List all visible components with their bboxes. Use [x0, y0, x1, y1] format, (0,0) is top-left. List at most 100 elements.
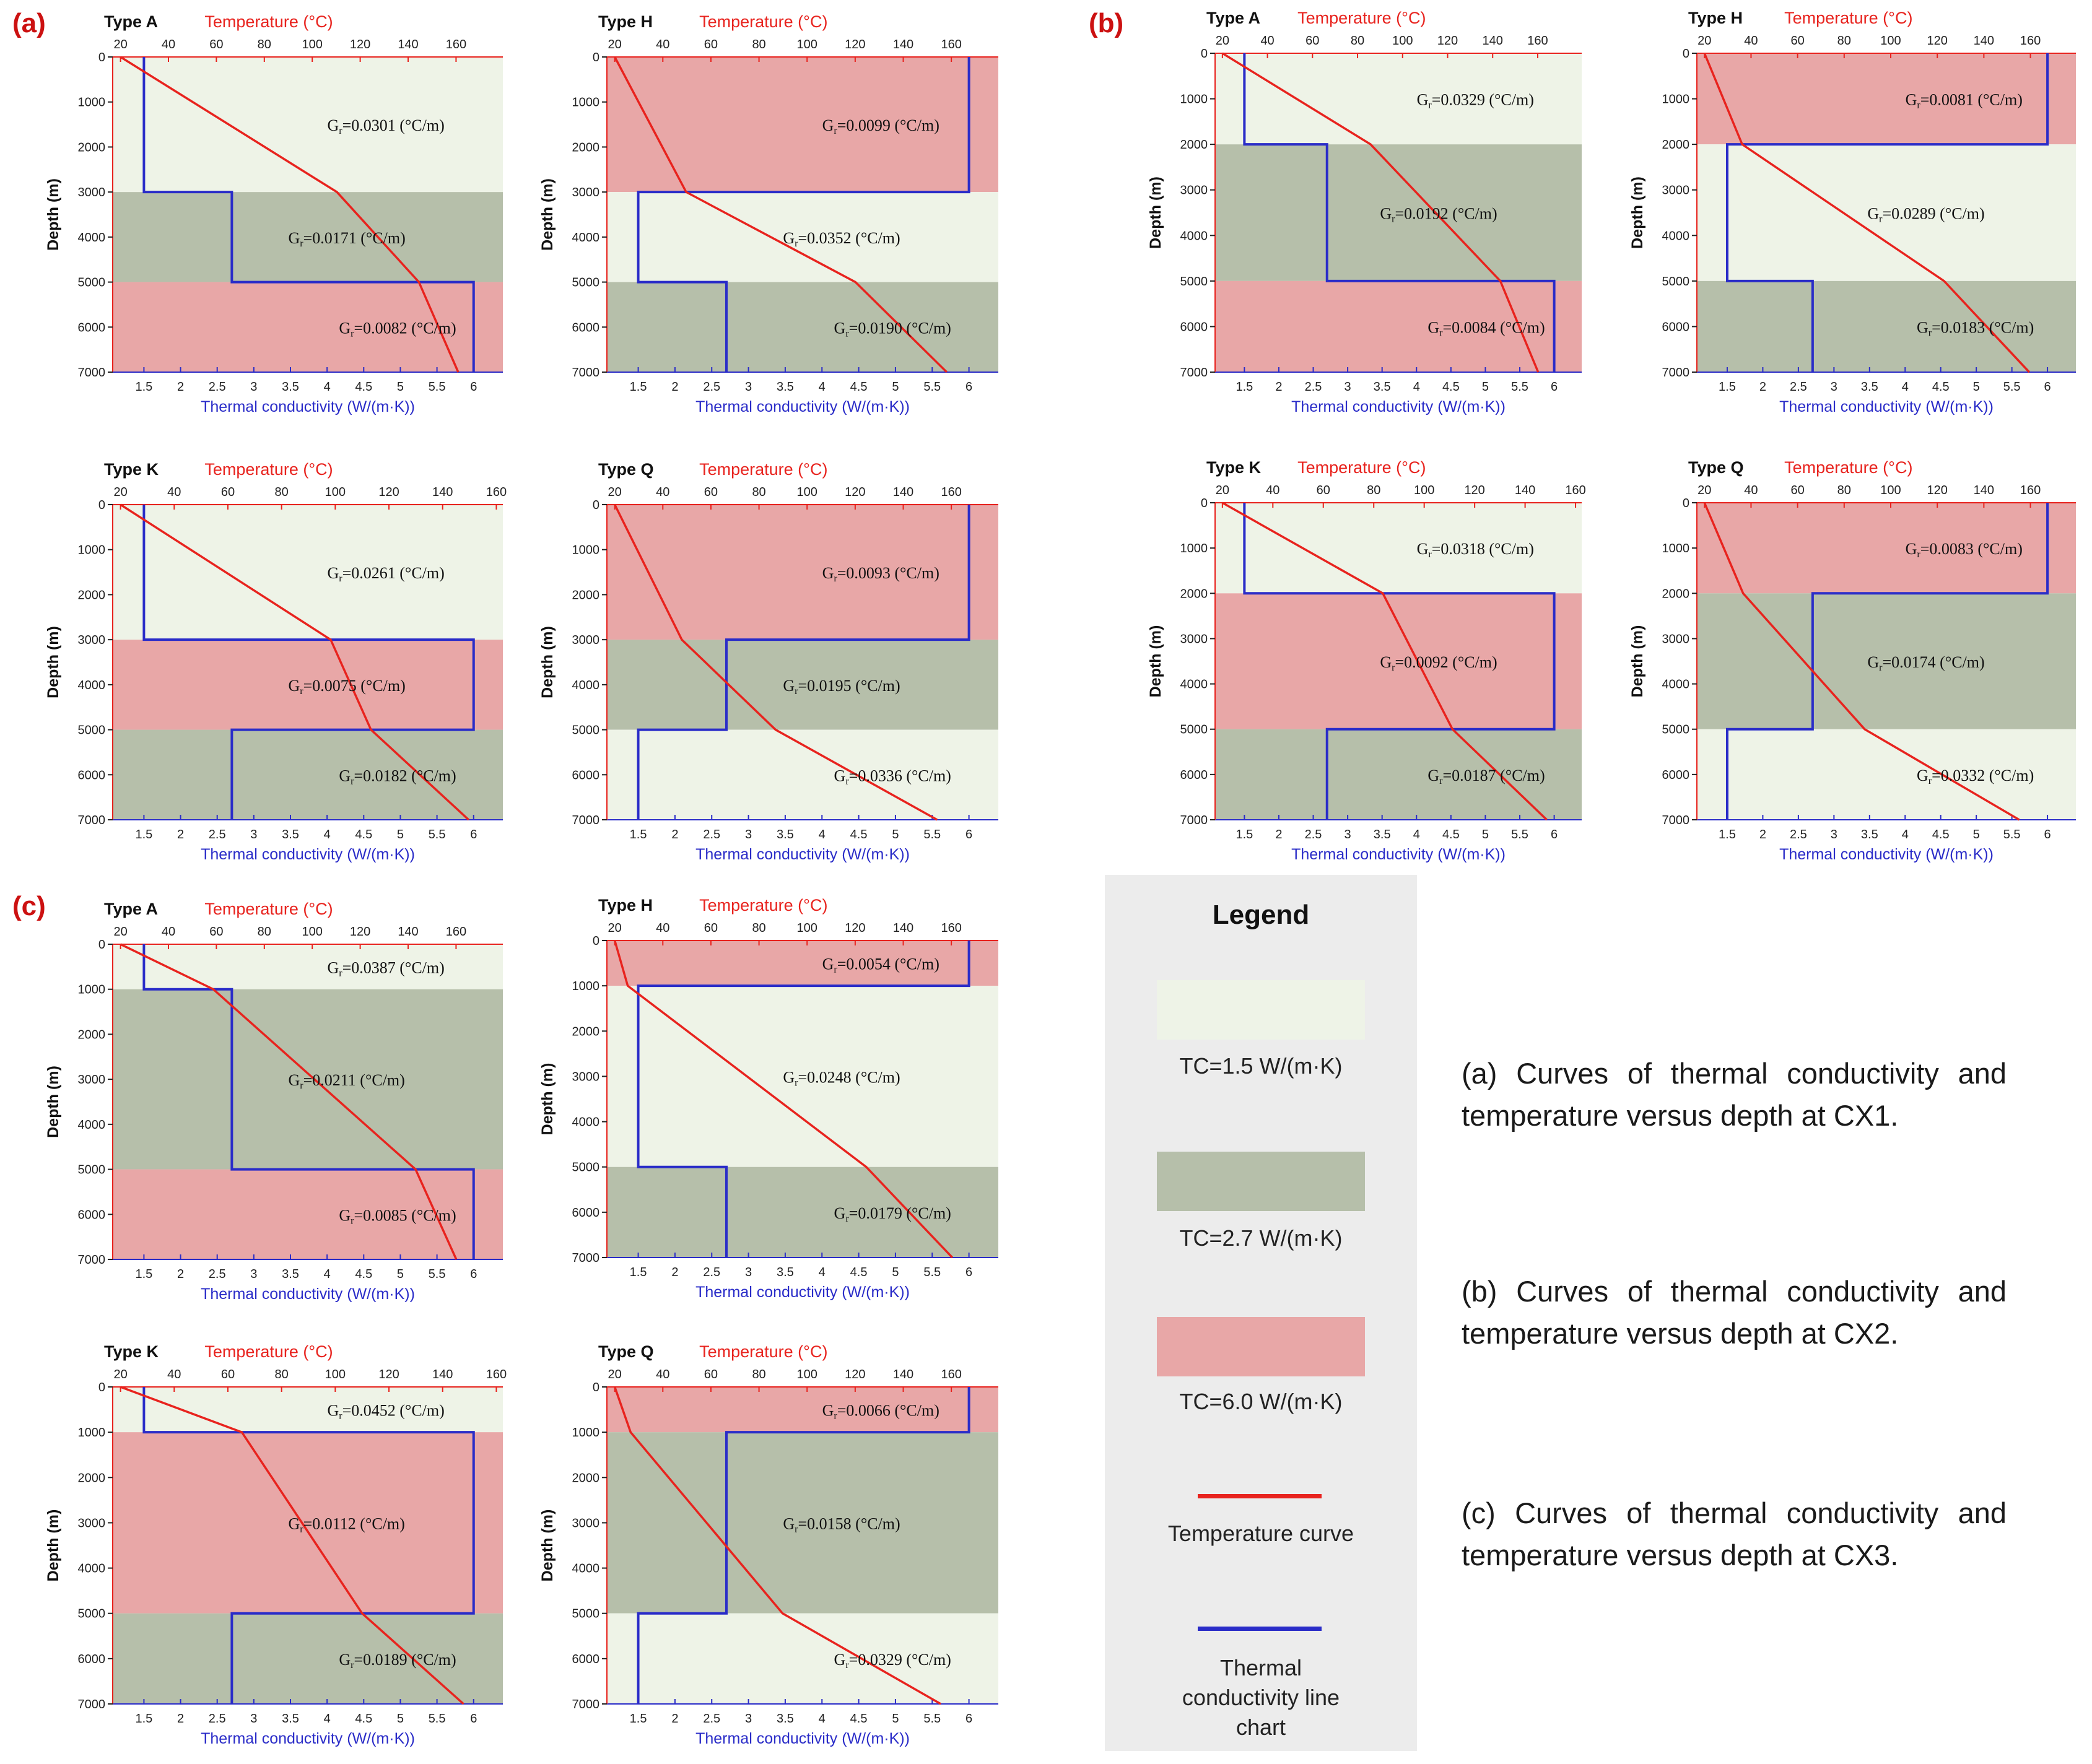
temp-tick-label: 20: [1216, 34, 1229, 48]
tc-tick-label: 5.5: [429, 1712, 446, 1726]
temp-tick-label: 160: [486, 1368, 507, 1381]
temp-tick-label: 40: [162, 925, 175, 939]
gradient-label: Gr=0.0066 (°C/m): [822, 1402, 939, 1422]
temp-tick-label: 20: [113, 1368, 127, 1381]
depth-axis-title: Depth (m): [45, 1510, 62, 1582]
chart-type-title: Type H: [1688, 9, 1743, 27]
tc-tick-label: 2.5: [209, 1712, 226, 1726]
legend-label-tc15: TC=1.5 W/(m·K): [1179, 1053, 1343, 1079]
tc-tick-label: 4.5: [1442, 828, 1460, 841]
chart-type-title: Type K: [1206, 458, 1262, 477]
temperature-curve: [120, 56, 460, 373]
temp-tick-label: 40: [167, 1368, 181, 1381]
tc-tick-label: 6: [2044, 828, 2051, 841]
temp-tick-label: 120: [845, 38, 865, 51]
depth-tick-label: 2000: [1662, 138, 1690, 152]
temp-tick-label: 80: [1837, 34, 1851, 48]
legend-swatch-tc27: [1157, 1152, 1365, 1211]
depth-tick-label: 3000: [78, 633, 106, 647]
gradient-label: Gr=0.0387 (°C/m): [328, 958, 445, 978]
tc-tick-label: 6: [965, 380, 972, 394]
temp-tick-label: 60: [704, 1368, 718, 1381]
tc-tick-label: 4: [324, 828, 331, 841]
tc-tick-label: 3: [250, 380, 257, 394]
layer-band: [113, 1432, 503, 1614]
gradient-label: Gr=0.0329 (°C/m): [834, 1651, 951, 1671]
tc-tick-label: 6: [470, 828, 477, 841]
tc-tick-label: 4: [819, 1712, 826, 1726]
conductivity-axis-title: Thermal conductivity (W/(m·K)): [1291, 398, 1506, 415]
temp-tick-label: 160: [446, 38, 466, 51]
depth-tick-label: 1000: [78, 1426, 106, 1440]
legend-temperature-line: [1198, 1494, 1322, 1498]
tc-tick-label: 2: [177, 380, 184, 394]
depth-tick-label: 3000: [572, 1516, 600, 1530]
temp-tick-label: 40: [162, 38, 175, 51]
layer-band: [1697, 53, 2076, 145]
tc-tick-label: 2.5: [209, 380, 226, 394]
temp-tick-label: 40: [1744, 34, 1758, 48]
tc-tick-label: 3: [250, 828, 257, 841]
depth-axis-title: Depth (m): [45, 178, 62, 251]
tc-tick-label: 3: [250, 1267, 257, 1281]
depth-tick-label: 7000: [1180, 366, 1208, 380]
tc-tick-label: 3.5: [282, 1267, 299, 1281]
temperature-axis-title: Temperature (°C): [1784, 458, 1912, 477]
depth-tick-label: 7000: [78, 814, 106, 827]
depth-tick-label: 6000: [1662, 768, 1690, 782]
depth-tick-label: 4000: [1180, 678, 1208, 692]
depth-tick-label: 2000: [572, 1471, 600, 1485]
conductivity-axis-title: Thermal conductivity (W/(m·K)): [1779, 846, 1994, 863]
tc-tick-label: 6: [2044, 380, 2051, 394]
tc-tick-label: 4.5: [850, 828, 868, 841]
conductivity-axis-title: Thermal conductivity (W/(m·K)): [695, 1730, 910, 1747]
tc-tick-label: 3: [1831, 380, 1837, 394]
gradient-label: Gr=0.0189 (°C/m): [339, 1651, 456, 1671]
chart-c-type-a: 0 1000 2000 3000 4000 5000 6000 7000 Depth (m) 1.…: [45, 900, 503, 1303]
conductivity-step-line: [142, 505, 475, 820]
temp-tick-label: 40: [1266, 484, 1279, 497]
gradient-label: Gr=0.0452 (°C/m): [328, 1402, 445, 1422]
tc-tick-label: 3.5: [1861, 828, 1878, 841]
conductivity-axis-title: Thermal conductivity (W/(m·K)): [201, 398, 415, 415]
depth-tick-label: 6000: [1662, 320, 1690, 334]
temp-tick-label: 140: [893, 1368, 913, 1381]
temperature-axis-title: Temperature (°C): [204, 900, 333, 918]
chart-a-type-a: 0 1000 2000 3000 4000 5000 6000 7000 Depth (m) 1.…: [45, 12, 503, 415]
depth-tick-label: 3000: [78, 186, 106, 199]
temp-tick-label: 40: [656, 485, 669, 499]
temp-tick-label: 80: [1351, 34, 1364, 48]
depth-tick-label: 1000: [1180, 93, 1208, 106]
depth-axis-title: Depth (m): [1147, 625, 1164, 698]
gradient-label: Gr=0.0171 (°C/m): [289, 229, 406, 249]
depth-tick-label: 2000: [572, 1025, 600, 1038]
temperature-axis-title: Temperature (°C): [1297, 9, 1426, 27]
depth-tick-label: 1000: [1662, 93, 1690, 106]
temperature-axis-title: Temperature (°C): [1297, 458, 1426, 477]
gradient-label: Gr=0.0332 (°C/m): [1917, 767, 2034, 786]
chart-type-title: Type A: [1206, 9, 1260, 27]
gradient-label: Gr=0.0083 (°C/m): [1906, 540, 2023, 560]
tc-tick-label: 3.5: [777, 1266, 794, 1279]
temp-tick-label: 80: [1837, 484, 1851, 497]
tc-tick-label: 4.5: [355, 380, 372, 394]
depth-tick-label: 0: [1683, 497, 1689, 510]
gradient-label: Gr=0.0261 (°C/m): [328, 564, 445, 584]
tc-tick-label: 5: [397, 828, 404, 841]
temp-tick-label: 120: [378, 1368, 399, 1381]
depth-tick-label: 2000: [572, 588, 600, 602]
depth-tick-label: 2000: [78, 588, 106, 602]
depth-tick-label: 5000: [1180, 275, 1208, 289]
temp-tick-label: 100: [797, 921, 817, 935]
temp-tick-label: 20: [608, 485, 622, 499]
depth-tick-label: 0: [593, 498, 599, 512]
chart-type-title: Type H: [598, 12, 653, 31]
tc-tick-label: 3: [1345, 380, 1351, 394]
tc-tick-label: 2.5: [1305, 380, 1322, 394]
depth-tick-label: 5000: [1180, 723, 1208, 737]
depth-tick-label: 5000: [78, 1163, 106, 1177]
layer-band: [113, 505, 503, 640]
panel-label-a: (a): [12, 8, 46, 38]
caption-a: (a) Curves of thermal conductivity and t…: [1462, 1057, 2007, 1132]
tc-tick-label: 5: [1482, 380, 1489, 394]
